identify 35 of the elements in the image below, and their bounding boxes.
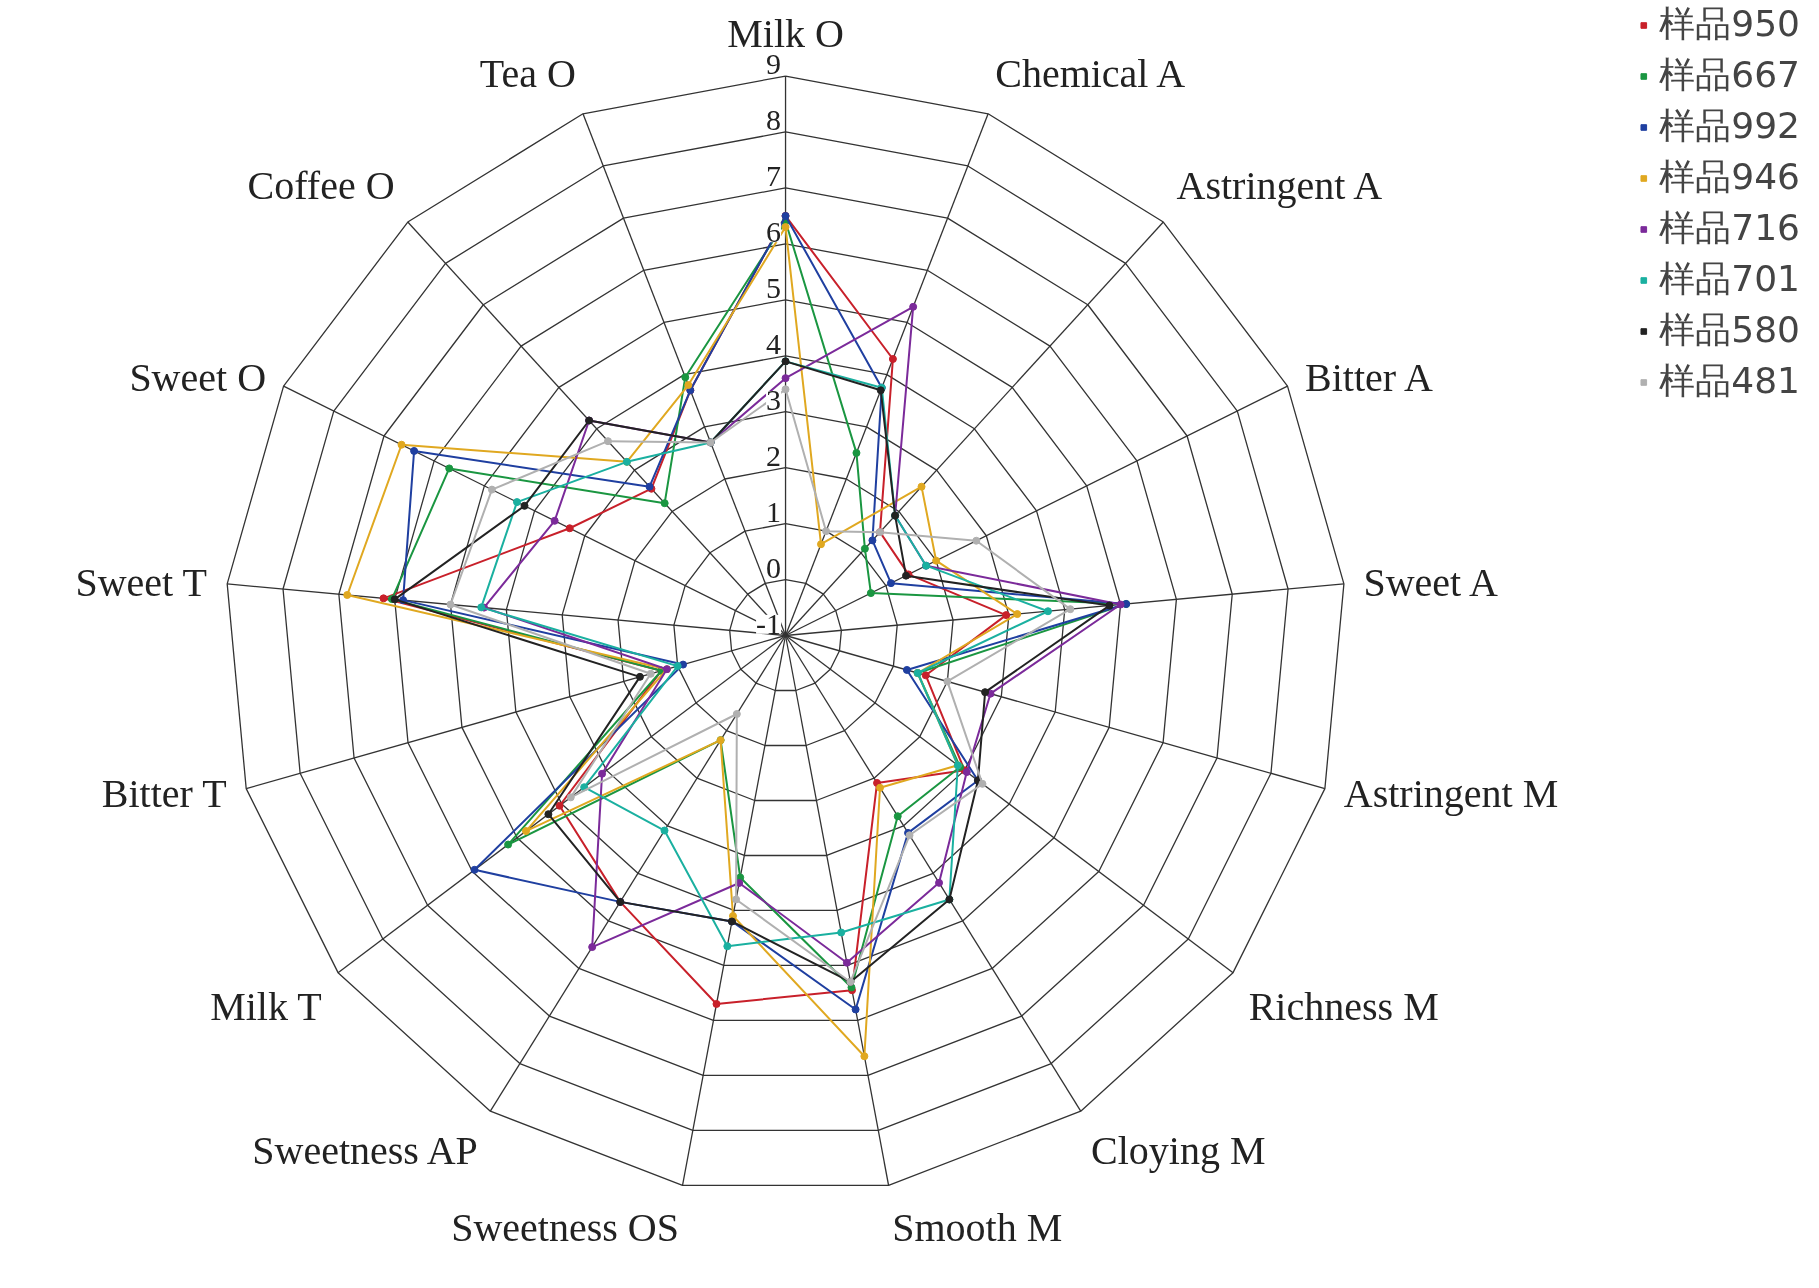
legend-label: 样品950 [1659, 2, 1800, 46]
legend-label: 样品946 [1659, 155, 1800, 199]
y-tick-label: 5 [766, 271, 782, 305]
y-tick-label: 9 [766, 47, 782, 81]
spoke-label: Bitter T [101, 771, 227, 817]
y-tick-label: -1 [756, 606, 782, 640]
spoke-label: Richness M [1248, 984, 1439, 1030]
legend-label: 样品716 [1659, 206, 1800, 250]
y-tick-label: 2 [766, 438, 782, 472]
legend-label: 样品667 [1659, 53, 1800, 97]
y-tick-label: 8 [766, 103, 782, 137]
y-tick-label: 4 [766, 327, 782, 361]
spoke-label: Astringent M [1343, 771, 1559, 817]
spoke-label: Chemical A [995, 50, 1186, 96]
legend-label: 样品580 [1659, 308, 1800, 352]
y-tick-label: 7 [766, 159, 782, 193]
spoke-label: Sweet A [1363, 559, 1498, 605]
spoke-label: Cloying M [1091, 1127, 1266, 1173]
spoke-label: Astringent A [1176, 162, 1383, 208]
legend-label: 样品992 [1659, 104, 1800, 148]
spoke-label: Coffee O [247, 162, 395, 208]
spoke-label: Milk T [210, 984, 322, 1030]
spoke-label: Sweetness OS [451, 1204, 679, 1250]
y-tick-label: 1 [766, 494, 782, 528]
y-tick-label: 0 [766, 550, 782, 584]
legend-label: 样品481 [1659, 359, 1800, 403]
spoke-label: Sweet O [129, 354, 267, 400]
spoke-label: Tea O [479, 50, 576, 96]
spoke-label: Sweet T [75, 559, 207, 605]
y-tick-label: 3 [766, 383, 782, 417]
y-tick-label: 6 [766, 215, 782, 249]
spoke-label: Sweetness AP [252, 1127, 478, 1173]
spoke-label: Smooth M [892, 1204, 1063, 1250]
spoke-label: Bitter A [1305, 354, 1433, 400]
legend-label: 样品701 [1659, 257, 1800, 301]
